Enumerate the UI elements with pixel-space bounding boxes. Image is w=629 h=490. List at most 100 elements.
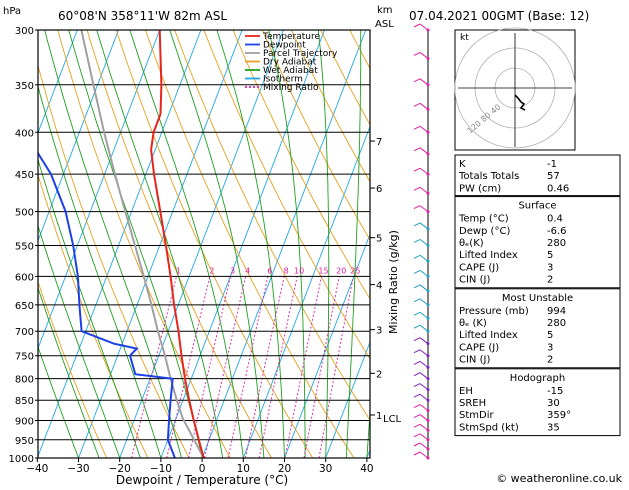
parcel-trajectory-line [80,30,205,458]
pressure-tick-label: 450 [15,170,34,181]
pressure-tick-label: 800 [15,375,34,386]
temperature-tick-label: −40 [26,463,48,475]
legend-label: Isotherm [263,75,303,85]
wind-barb-dot [426,130,430,134]
index-label: PW (cm) [459,183,501,194]
index-value: -6.6 [547,226,567,237]
wind-barb-flag [413,383,421,388]
wind-barb-flag [413,186,421,191]
plot-frame [37,29,371,459]
footer-credit: © weatheronline.co.uk [496,472,622,485]
pressure-tick-label: 900 [15,417,34,428]
isotherm-line [38,30,202,458]
wind-barb-dot [426,191,430,195]
wind-barb [419,337,429,345]
dry-adiabat-line [115,30,314,458]
wind-barb [419,23,429,31]
hodograph-index-box-title: Hodograph [510,373,565,384]
index-label: Lifted Index [459,330,518,341]
wind-barb-dot [426,152,430,156]
wind-barb-flag [413,269,421,274]
km-tick-label: 7 [376,137,382,148]
wind-barb-flag [413,349,421,354]
mixing-ratio-axis-title: Mixing Ratio (g/kg) [387,230,400,334]
plot-area: 1 2 3 4 6 8 10 15 20 25 [38,30,370,458]
wind-barb-flag [413,404,421,408]
temperature-tick-label: 30 [319,463,332,475]
legend-label: Dry Adiabat [263,58,317,68]
wind-barb-flag [413,324,421,329]
index-value: 3 [547,342,553,353]
isotherm-line [38,30,78,135]
isotherm-line [325,340,370,458]
index-label: EH [459,386,473,397]
wind-barb-dot [426,329,430,333]
mixing-ratio-label: 20 [336,266,346,275]
index-value: 0.46 [547,183,569,194]
wind-barb-flag [413,337,421,342]
index-label: Lifted Index [459,250,518,261]
temperature-tick-label: −30 [67,463,89,475]
index-label: Temp (°C) [458,214,509,225]
wet-adiabat-line [38,345,79,458]
wind-barb [419,78,429,86]
wind-barb-dot [426,274,430,278]
index-value: 2 [547,275,553,286]
mixing-ratio-label: 15 [318,266,328,275]
wind-barb-flag [413,451,421,456]
wind-barb-flag [413,205,421,210]
hodograph-ring [454,27,576,149]
wind-barb [419,284,429,292]
index-label: StmSpd (kt) [459,422,519,433]
index-label: Totals Totals [458,171,519,182]
wind-barb-dot [426,428,430,432]
hpa-label: hPa [3,6,21,17]
wind-barb-flag [413,284,421,289]
hodograph-index-box [454,368,621,437]
km-tick-label: 4 [376,281,382,292]
wind-barb-flag [413,239,421,243]
wind-barb-flag [413,393,421,398]
index-label: StmDir [459,410,494,421]
isotherm-line [160,30,325,458]
wind-barb [419,433,429,441]
wind-barb-flag [413,433,421,438]
index-value: 3 [547,262,553,273]
wind-barb-dot [426,354,430,358]
wind-barb [419,222,429,230]
isotherm-line [284,233,370,458]
index-label: SREH [459,398,486,409]
dry-adiabat-line [232,30,370,300]
temperature-tick-label: −10 [150,463,172,475]
mixing-ratio-label: 4 [245,266,250,275]
wind-barb-dot [426,172,430,176]
km-label: km [377,5,393,16]
dry-adiabat-line [203,30,370,360]
lcl-label: LCL [383,414,402,425]
isotherm-line [201,30,367,458]
km-tick-label: 6 [376,184,382,195]
most-unstable-box-title: Most Unstable [502,293,573,304]
pressure-tick-label: 300 [15,26,34,37]
wind-barb [419,404,429,411]
indices-table: K -1 Totals Totals 57 PW (cm) 0.46 Surface Temp… [454,154,621,437]
wind-barb-flag [413,78,421,83]
km-tick-label: 5 [376,234,382,245]
hodograph-trace [514,94,526,111]
wet-adiabat-line [169,30,265,458]
wind-barb-flag [413,360,421,365]
mixing-ratio-line [131,276,177,458]
wind-barb-dot [426,388,430,392]
wind-barb-flag [413,414,421,418]
wind-barb-dot [426,447,430,451]
x-axis-title: Dewpoint / Temperature (°C) [116,473,288,486]
pressure-tick-label: 950 [15,436,34,447]
wind-barb-dot [426,259,430,263]
temperature-line [150,30,205,458]
index-value: 359° [547,410,571,421]
mixing-ratio-line [303,276,340,458]
wind-barb-flag [413,23,421,28]
